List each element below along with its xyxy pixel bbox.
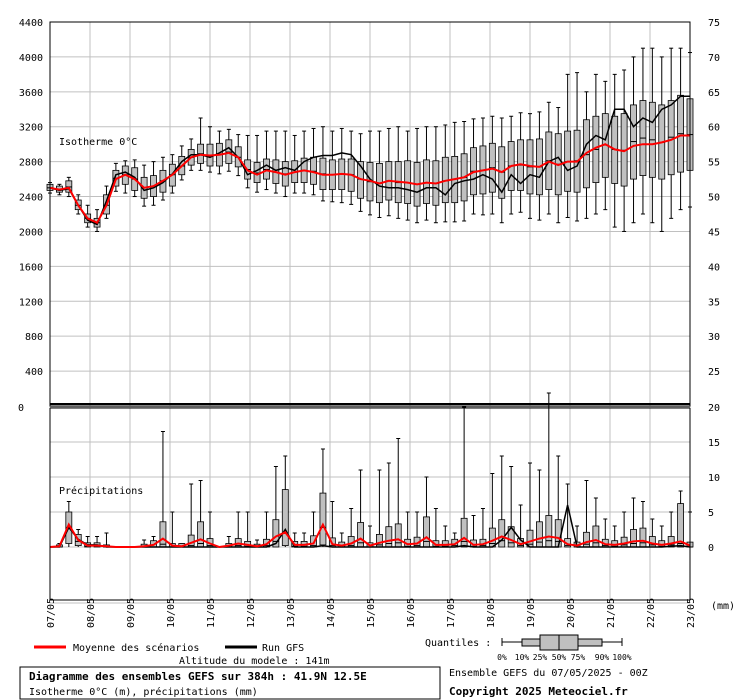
precip-box: [592, 525, 600, 548]
precip-box: [639, 527, 647, 548]
x-tick-label: 17/05: [446, 598, 457, 628]
y-tick-label-right: 45: [708, 227, 720, 238]
y-tick-label-right: 65: [708, 88, 720, 99]
x-tick-label: 22/05: [646, 598, 657, 628]
y-tick-label-left: 4400: [19, 18, 43, 29]
precip-box: [272, 519, 280, 548]
y-tick-label-right: 40: [708, 262, 720, 273]
y-tick-label-right: 15: [708, 438, 720, 449]
quantile-tick-label: 25%: [533, 653, 548, 662]
x-tick-label: 10/05: [166, 598, 177, 628]
ensemble-run-label: Ensemble GEFS du 07/05/2025 - 00Z: [449, 668, 648, 679]
isotherm-frame: [49, 21, 691, 407]
y-tick-label-right: 35: [708, 297, 720, 308]
x-tick-label: 11/05: [206, 598, 217, 628]
x-tick-label: 12/05: [246, 598, 257, 628]
x-tick-label: 14/05: [326, 598, 337, 628]
y-tick-label-left: 2000: [19, 227, 43, 238]
precip-mean-line: [49, 522, 691, 549]
precip-box: [357, 522, 364, 548]
y-tick-label-right: 5: [708, 508, 714, 519]
y-tick-label-left: 400: [25, 367, 43, 378]
x-tick-label: 18/05: [486, 598, 497, 628]
y-tick-label-left: 1200: [19, 297, 43, 308]
y-tick-label-right: 55: [708, 158, 720, 169]
y-tick-label-right: 0: [708, 543, 714, 554]
y-tick-label-right: 75: [708, 18, 720, 29]
y-tick-label-left: 3600: [19, 88, 43, 99]
precip-box: [281, 489, 289, 547]
precip-box: [394, 523, 402, 548]
precip-box: [536, 521, 543, 548]
quantile-tick-label: 50%: [552, 653, 567, 662]
y-tick-label-left: 2800: [19, 158, 43, 169]
precip-box: [554, 519, 562, 548]
precip-unit-label: (mm): [711, 601, 735, 612]
isotherm-mean-line: [49, 134, 690, 224]
y-tick-label-left: 0: [18, 403, 24, 414]
x-tick-label: 21/05: [606, 598, 617, 628]
y-tick-label-right: 70: [708, 53, 720, 64]
quantile-tick-label: 100%: [612, 653, 631, 662]
quantiles-glyph: [501, 634, 623, 651]
precip-box: [545, 515, 553, 548]
y-tick-label-right: 60: [708, 123, 720, 134]
x-tick-label: 20/05: [566, 598, 577, 628]
quantile-tick-labels: 0% 10% 25% 50% 75% 90% 100%: [497, 653, 632, 662]
precip-box: [319, 492, 327, 546]
y-tick-label-right: 50: [708, 193, 720, 204]
x-tick-label: 13/05: [286, 598, 297, 628]
y-tick-label-left: 3200: [19, 123, 43, 134]
quantiles-label: Quantiles :: [425, 638, 491, 649]
x-tick-label: 07/05: [46, 598, 57, 628]
legend-mean-label: Moyenne des scénarios: [73, 642, 199, 654]
x-tick-label: 15/05: [366, 598, 377, 628]
y-tick-label-left: 1600: [19, 262, 43, 273]
quantile-tick-label: 75%: [571, 653, 586, 662]
precip-box: [498, 519, 506, 548]
quantile-tick-label: 90%: [595, 653, 610, 662]
precip-run-line: [50, 504, 691, 548]
precip-box: [488, 527, 496, 548]
quantile-tick-label: 0%: [497, 653, 507, 662]
x-tick-label: 09/05: [126, 598, 137, 628]
precip-title: Précipitations: [59, 485, 143, 497]
precip-box: [159, 521, 167, 548]
line-series: [49, 95, 691, 549]
altitude-label: Altitude du modele : 141m: [179, 656, 330, 667]
x-tick-label: 23/05: [686, 598, 697, 628]
y-tick-label-left: 2400: [19, 193, 43, 204]
precip-box: [423, 516, 430, 548]
axes: 07/05 08/05 09/05 10/05 11/05 12/05 13/05 14/05…: [18, 18, 720, 628]
y-tick-label-right: 20: [708, 403, 720, 414]
y-tick-label-left: 800: [25, 332, 43, 343]
x-tick-label: 19/05: [526, 598, 537, 628]
y-tick-label-right: 30: [708, 332, 720, 343]
precip-box: [583, 531, 590, 548]
quantile-tick-label: 10%: [515, 653, 530, 662]
y-tick-label-right: 10: [708, 473, 720, 484]
isotherm-title: Isotherme 0°C: [59, 137, 137, 148]
precip-box: [630, 529, 637, 548]
precip-box: [648, 536, 656, 548]
isotherm-run-line: [49, 95, 690, 226]
precip-box: [460, 517, 468, 548]
y-tick-label-left: 4000: [19, 53, 43, 64]
x-tick-label: 16/05: [406, 598, 417, 628]
copyright-label: Copyright 2025 Meteociel.fr: [449, 685, 628, 698]
footer-title: Diagramme des ensembles GEFS sur 384h : …: [29, 670, 367, 683]
footer-subtitle: Isotherme 0°C (m), précipitations (mm): [29, 686, 258, 698]
x-tick-label: 08/05: [86, 598, 97, 628]
precip-box: [677, 503, 684, 548]
y-tick-label-right: 25: [708, 367, 720, 378]
footer-box: [19, 666, 441, 700]
legend-run-label: Run GFS: [262, 643, 304, 654]
